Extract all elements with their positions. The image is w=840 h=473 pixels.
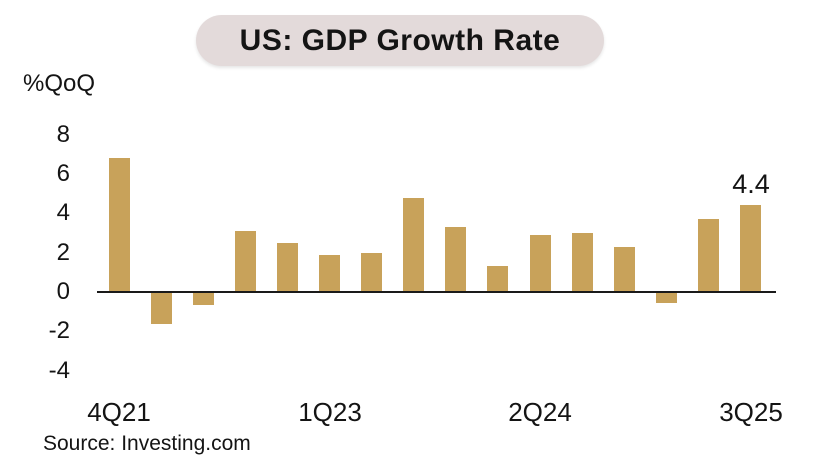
bar-4Q24 bbox=[614, 247, 635, 293]
bar-3Q22 bbox=[235, 231, 256, 293]
bar-3Q24 bbox=[572, 233, 593, 293]
bar-2Q22 bbox=[193, 292, 214, 305]
bar-3Q23 bbox=[403, 198, 424, 293]
y-tick-label-0: 0 bbox=[56, 278, 70, 305]
chart-title-pill: US: GDP Growth Rate bbox=[196, 15, 604, 66]
x-tick-label-3Q25: 3Q25 bbox=[719, 397, 783, 427]
y-tick-label-8: 8 bbox=[56, 121, 70, 148]
y-tick-label--4: -4 bbox=[48, 357, 70, 384]
chart-title: US: GDP Growth Rate bbox=[239, 23, 561, 57]
y-tick-label-2: 2 bbox=[56, 239, 70, 266]
y-axis-unit-label: %QoQ bbox=[23, 70, 96, 97]
y-tick-label-4: 4 bbox=[56, 199, 70, 226]
x-tick-label-2Q24: 2Q24 bbox=[508, 397, 572, 427]
bar-1Q24 bbox=[487, 266, 508, 293]
bar-4Q23 bbox=[445, 227, 466, 293]
bar-1Q23 bbox=[319, 255, 340, 293]
source-label: Source: Investing.com bbox=[43, 432, 251, 455]
x-axis-line bbox=[97, 291, 776, 293]
bar-1Q25 bbox=[656, 292, 677, 303]
bar-2Q24 bbox=[530, 235, 551, 293]
bar-3Q25 bbox=[740, 205, 761, 293]
bar-4Q21 bbox=[109, 158, 130, 293]
bar-1Q22 bbox=[151, 292, 172, 324]
x-tick-label-1Q23: 1Q23 bbox=[298, 397, 362, 427]
y-tick-label--2: -2 bbox=[48, 317, 70, 344]
value-label-3Q25: 4.4 bbox=[732, 169, 770, 199]
bar-2Q23 bbox=[361, 253, 382, 293]
bar-4Q22 bbox=[277, 243, 298, 293]
y-tick-label-6: 6 bbox=[56, 160, 70, 187]
bar-2Q25 bbox=[698, 219, 719, 293]
x-tick-label-4Q21: 4Q21 bbox=[87, 397, 151, 427]
